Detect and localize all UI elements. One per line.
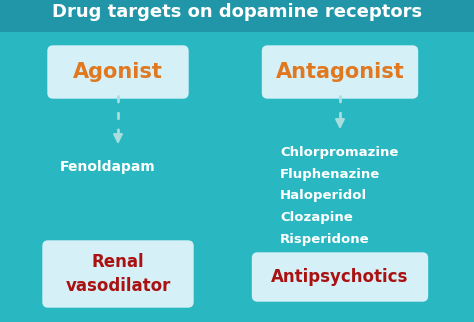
FancyBboxPatch shape: [253, 253, 428, 301]
Text: Risperidone: Risperidone: [280, 233, 370, 247]
Text: Fluphenazine: Fluphenazine: [280, 167, 380, 181]
Text: Clozapine: Clozapine: [280, 212, 353, 224]
Text: Chlorpromazine: Chlorpromazine: [280, 146, 398, 158]
Text: Drug targets on dopamine receptors: Drug targets on dopamine receptors: [52, 3, 422, 21]
FancyBboxPatch shape: [43, 241, 193, 307]
FancyBboxPatch shape: [48, 46, 188, 98]
Text: Renal
vasodilator: Renal vasodilator: [65, 253, 171, 295]
Text: Antipsychotics: Antipsychotics: [271, 268, 409, 286]
FancyBboxPatch shape: [0, 0, 474, 32]
FancyBboxPatch shape: [263, 46, 418, 98]
Text: Agonist: Agonist: [73, 62, 163, 82]
Text: Haloperidol: Haloperidol: [280, 190, 367, 203]
Text: Fenoldapam: Fenoldapam: [60, 160, 156, 174]
Text: Antagonist: Antagonist: [275, 62, 404, 82]
